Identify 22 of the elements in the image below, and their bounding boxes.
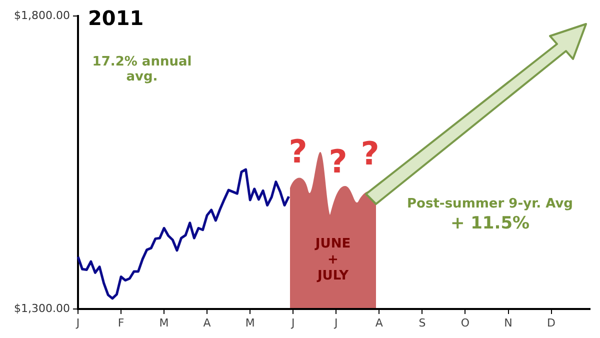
x-tick-label: J — [290, 316, 295, 330]
annotation: JUNE + JULY — [314, 236, 351, 284]
x-tick-label: J — [75, 316, 80, 330]
x-tick-label: M — [159, 316, 169, 330]
chart-title: 2011 — [88, 6, 144, 30]
x-tick-label: F — [118, 316, 124, 330]
x-tick-label: A — [375, 316, 384, 330]
annotation: ? — [360, 134, 380, 172]
y-tick-label: $1,300.00 — [14, 302, 70, 315]
x-tick-label: N — [504, 316, 512, 330]
x-tick-label: M — [245, 316, 255, 330]
x-tick-label: S — [418, 316, 426, 330]
annotation: ? — [328, 142, 348, 180]
annotation: ? — [288, 132, 308, 170]
annotation: + 11.5% — [450, 213, 530, 234]
x-tick-label: D — [547, 316, 556, 330]
x-tick-label: J — [334, 316, 338, 330]
annotation: 17.2% annual avg. — [92, 54, 192, 84]
x-tick-label: A — [203, 316, 212, 330]
x-tick-label: O — [460, 316, 470, 330]
annotation: Post-summer 9-yr. Avg — [407, 196, 573, 212]
y-tick-label: $1,800.00 — [14, 8, 70, 22]
